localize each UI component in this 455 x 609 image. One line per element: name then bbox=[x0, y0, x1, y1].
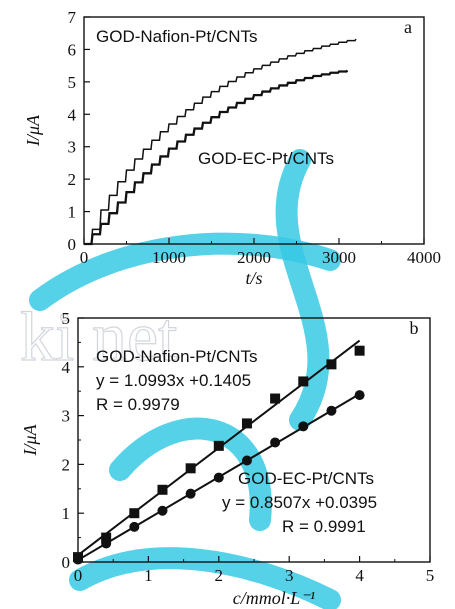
data-point-ec bbox=[298, 421, 309, 432]
watermark-stroke-1 bbox=[275, 149, 330, 431]
data-point-ec bbox=[270, 437, 281, 448]
watermark-stroke-2 bbox=[109, 417, 272, 531]
annotation-nafion-equation: y = 1.0993x +0.1405 bbox=[96, 371, 251, 390]
y-tick-label: 0 bbox=[68, 235, 77, 254]
series-line-nafion bbox=[84, 38, 357, 245]
y-tick-label: 3 bbox=[68, 138, 77, 157]
panel-b: 0 1 2 3 4 5 0 1 2 3 4 5 c/mmol·L⁻¹ I/μA GOD-Nafion-Pt/… bbox=[20, 309, 434, 608]
annotation-nafion-r: R = 0.9979 bbox=[96, 395, 180, 414]
data-point-nafion bbox=[354, 345, 365, 356]
x-tick-label: 3 bbox=[285, 566, 294, 585]
x-tick-label: 5 bbox=[426, 566, 435, 585]
annotation-ec-name: GOD-EC-Pt/CNTs bbox=[238, 469, 374, 488]
y-tick-label: 4 bbox=[62, 358, 71, 377]
data-point-ec bbox=[354, 390, 365, 401]
x-tick-label: 0 bbox=[80, 248, 89, 267]
x-tick-label: 0 bbox=[74, 566, 83, 585]
x-axis-label: t/s bbox=[245, 268, 262, 288]
y-tick-label: 2 bbox=[62, 455, 71, 474]
y-tick-label: 5 bbox=[62, 309, 71, 328]
x-tick-label: 2000 bbox=[237, 248, 271, 267]
x-tick-label: 3000 bbox=[322, 248, 356, 267]
data-point-nafion bbox=[298, 376, 309, 387]
x-tick-label: 4 bbox=[355, 566, 364, 585]
annotation-nafion-name: GOD-Nafion-Pt/CNTs bbox=[96, 347, 258, 366]
y-tick-label: 3 bbox=[62, 407, 71, 426]
y-tick-label: 0 bbox=[62, 553, 71, 572]
x-tick-label: 1 bbox=[144, 566, 153, 585]
y-tick-label: 6 bbox=[68, 40, 77, 59]
panel-a-frame bbox=[83, 16, 425, 245]
watermark-stroke-3 bbox=[69, 547, 341, 609]
data-point-nafion bbox=[157, 484, 168, 495]
data-point-nafion bbox=[101, 532, 112, 543]
x-tick-label: 4000 bbox=[407, 248, 441, 267]
data-point-nafion bbox=[326, 359, 337, 370]
annotation-ec-r: R = 0.9991 bbox=[282, 517, 366, 536]
data-point-ec bbox=[241, 455, 252, 466]
series-label-nafion: GOD-Nafion-Pt/CNTs bbox=[96, 27, 258, 46]
series-line-ec bbox=[84, 69, 349, 246]
watermark-text: ki net bbox=[20, 299, 178, 376]
y-axis-label: I/μA bbox=[20, 423, 40, 456]
data-point-ec bbox=[213, 472, 224, 483]
data-point-nafion bbox=[213, 440, 224, 451]
data-point-ec bbox=[129, 521, 140, 532]
panel-a: 0 1000 2000 3000 4000 0 1 2 3 4 5 6 7 t/s I/μA GOD-Nafi… bbox=[23, 8, 441, 288]
data-point-nafion bbox=[185, 463, 196, 474]
data-point-ec bbox=[101, 538, 112, 549]
annotation-ec-equation: y = 0.8507x +0.0395 bbox=[222, 493, 377, 512]
y-tick-label: 7 bbox=[68, 8, 77, 27]
x-tick-label: 2 bbox=[215, 566, 224, 585]
data-point-ec bbox=[185, 488, 196, 499]
y-tick-label: 1 bbox=[62, 504, 71, 523]
data-point-nafion bbox=[129, 508, 140, 519]
x-tick-label: 1000 bbox=[152, 248, 186, 267]
panel-label-a: a bbox=[404, 17, 412, 37]
y-tick-label: 4 bbox=[68, 105, 77, 124]
data-point-ec bbox=[157, 505, 168, 516]
watermark: ki net bbox=[19, 149, 341, 609]
y-axis-label: I/μA bbox=[23, 114, 43, 147]
data-point-nafion bbox=[270, 393, 281, 404]
x-axis-label: c/mmol·L⁻¹ bbox=[233, 588, 315, 608]
y-tick-label: 5 bbox=[68, 73, 77, 92]
y-tick-label: 1 bbox=[68, 203, 77, 222]
panel-label-b: b bbox=[410, 318, 419, 338]
series-label-ec: GOD-EC-Pt/CNTs bbox=[198, 149, 334, 168]
y-tick-label: 2 bbox=[68, 170, 77, 189]
data-point-ec bbox=[326, 405, 337, 416]
data-point-nafion bbox=[241, 418, 252, 429]
data-point-ec bbox=[73, 554, 83, 565]
